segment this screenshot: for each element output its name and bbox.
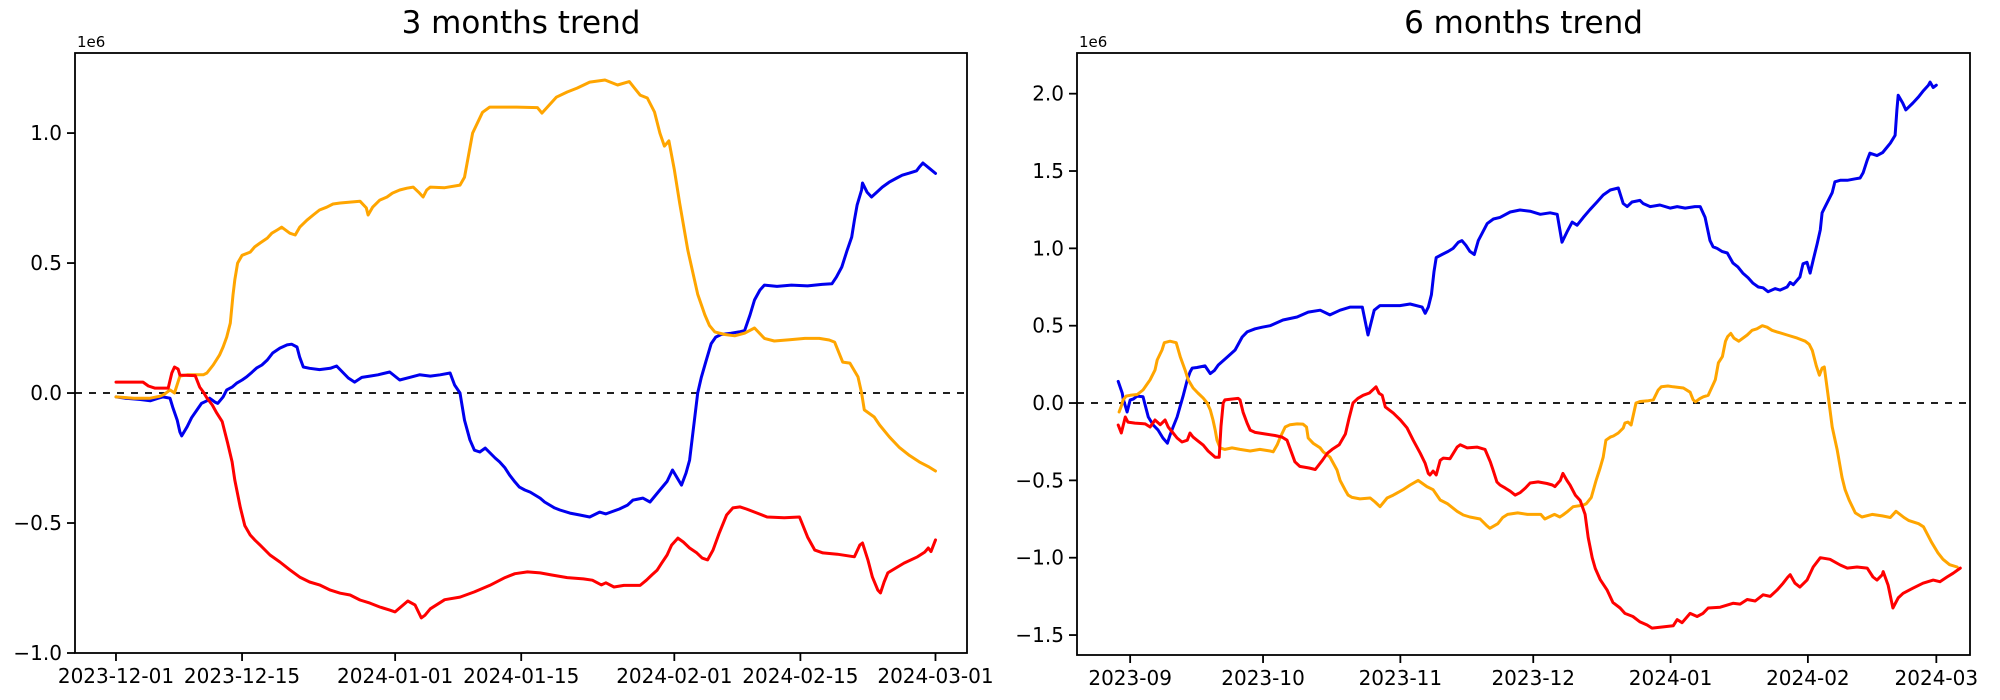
x-axis-tick-label: 2023-12 bbox=[1491, 666, 1575, 690]
chart-title-6-months: 6 months trend bbox=[1404, 5, 1643, 41]
y-axis-tick-label: 0.5 bbox=[30, 251, 62, 275]
y-axis-offset-label: 1e6 bbox=[1079, 33, 1107, 51]
x-axis-tick-label: 2024-01-15 bbox=[463, 664, 579, 688]
x-axis-tick-label: 2024-01-01 bbox=[337, 664, 453, 688]
y-axis-tick-label: −0.5 bbox=[13, 511, 62, 535]
x-axis-tick-label: 2023-09 bbox=[1088, 666, 1172, 690]
chart-3-months-trend: 3 months trend 1.0 0.5 0.0 −0.5 −1.0 2023-12-… bbox=[13, 5, 993, 688]
x-axis-tick-label: 2023-12-01 bbox=[58, 664, 174, 688]
orange-series-line bbox=[114, 78, 937, 473]
chart-canvas-6-months: 2.0 1.5 1.0 0.5 0.0 −0.5 −1.0 −1.5 2023-09 2023-1… bbox=[1015, 33, 1979, 690]
y-axis-tick-label: 1.5 bbox=[1032, 159, 1064, 183]
x-axis-tick-label: 2024-03 bbox=[1895, 666, 1979, 690]
blue-series-line bbox=[1116, 80, 1938, 445]
x-axis-tick-label: 2023-10 bbox=[1221, 666, 1305, 690]
y-axis-tick-label: −1.0 bbox=[13, 641, 62, 665]
y-axis-tick-label: 2.0 bbox=[1032, 82, 1064, 106]
y-axis-tick-label: 1.0 bbox=[30, 121, 62, 145]
y-axis-tick-label: 0.0 bbox=[1032, 391, 1064, 415]
y-axis-tick-label: 0.0 bbox=[30, 381, 62, 405]
y-axis-offset-label: 1e6 bbox=[77, 33, 105, 51]
chart-6-months-trend: 6 months trend 2.0 1.5 1.0 0.5 0.0 −0.5 −1.0 −1… bbox=[1000, 0, 2000, 700]
x-axis-tick-label: 2024-03-01 bbox=[877, 664, 993, 688]
x-axis-tick-label: 2024-01 bbox=[1629, 666, 1713, 690]
plot-border bbox=[74, 52, 968, 654]
red-series-line bbox=[114, 365, 937, 620]
red-series-line bbox=[1116, 385, 1962, 630]
y-axis-tick-label: −1.5 bbox=[1015, 623, 1064, 647]
orange-series-line bbox=[1117, 324, 1959, 569]
plot-border bbox=[1076, 52, 1971, 656]
chart-title-3-months: 3 months trend bbox=[401, 5, 641, 41]
x-axis-tick-label: 2023-12-15 bbox=[184, 664, 300, 688]
blue-series-line bbox=[114, 161, 937, 519]
x-axis-tick-label: 2024-02 bbox=[1766, 666, 1850, 690]
y-axis-tick-label: 0.5 bbox=[1032, 314, 1064, 338]
x-axis-tick-label: 2024-02-01 bbox=[616, 664, 732, 688]
y-axis-tick-label: 1.0 bbox=[1032, 236, 1064, 260]
x-axis-tick-label: 2024-02-15 bbox=[742, 664, 858, 688]
y-axis-tick-label: −1.0 bbox=[1015, 546, 1064, 570]
y-axis-tick-label: −0.5 bbox=[1015, 468, 1064, 492]
x-axis-tick-label: 2023-11 bbox=[1359, 666, 1443, 690]
